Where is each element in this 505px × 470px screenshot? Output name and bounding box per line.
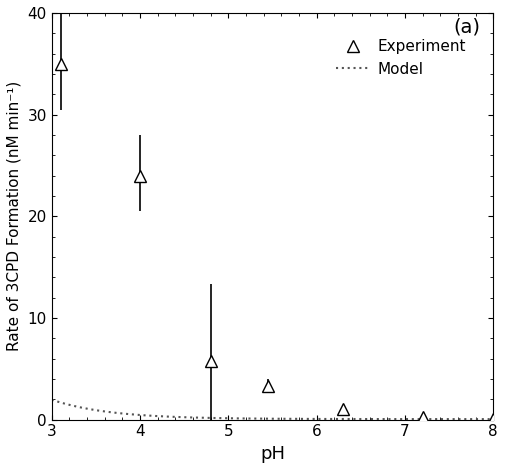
Model xyxy=(480,416,486,422)
Model xyxy=(288,416,294,422)
Model xyxy=(490,416,496,422)
Text: (a): (a) xyxy=(453,17,480,36)
Line: Model: Model xyxy=(52,400,493,419)
Model xyxy=(261,416,267,422)
Model xyxy=(312,416,318,422)
Model xyxy=(411,416,417,422)
X-axis label: pH: pH xyxy=(260,445,285,463)
Legend: Experiment, Model: Experiment, Model xyxy=(330,33,472,83)
Model xyxy=(48,397,55,402)
Y-axis label: Rate of 3CPD Formation (nM min⁻¹): Rate of 3CPD Formation (nM min⁻¹) xyxy=(7,81,22,352)
Model xyxy=(259,416,265,422)
